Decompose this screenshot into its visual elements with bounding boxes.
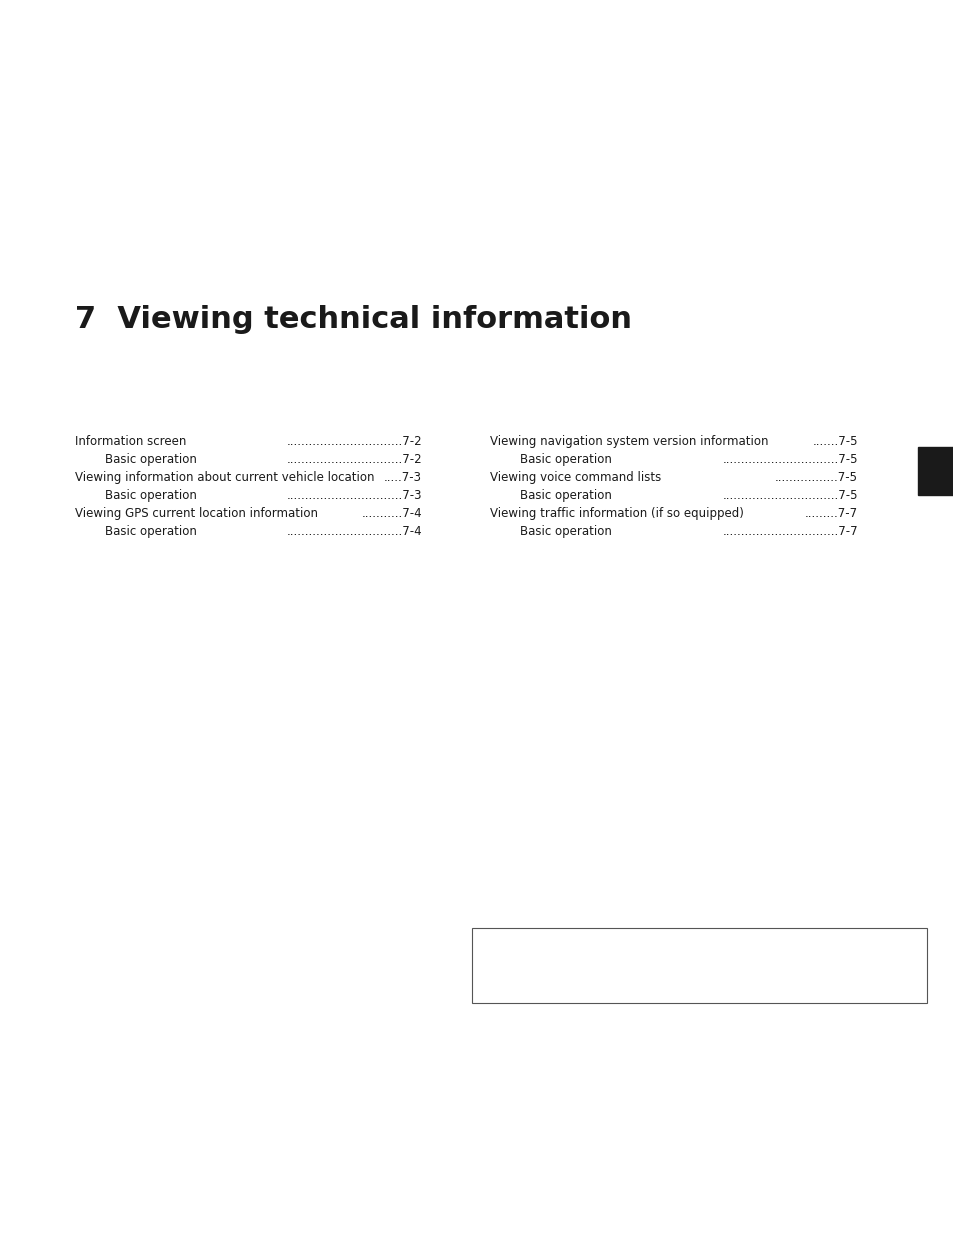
Text: Viewing navigation system version information: Viewing navigation system version inform…: [490, 435, 768, 448]
Text: Viewing information about current vehicle location: Viewing information about current vehicl…: [75, 471, 375, 484]
Text: Basic operation: Basic operation: [519, 453, 611, 466]
Text: REVIEW COPY—2009 Altima: REVIEW COPY—2009 Altima: [492, 936, 663, 946]
Text: ...............................7-4: ...............................7-4: [286, 525, 421, 538]
Text: 05/22/08—debbie ☞: 05/22/08—debbie ☞: [479, 976, 592, 986]
Text: Viewing GPS current location information: Viewing GPS current location information: [75, 508, 317, 520]
Text: Viewing voice command lists: Viewing voice command lists: [490, 471, 660, 484]
Text: ...............................7-5: ...............................7-5: [721, 453, 857, 466]
Bar: [472, 927, 926, 1003]
Text: .................7-5: .................7-5: [774, 471, 857, 484]
Text: Basic operation: Basic operation: [105, 453, 200, 466]
Text: ☞: ☞: [479, 936, 493, 946]
Bar: [917, 447, 953, 495]
Text: (nna): (nna): [672, 956, 705, 966]
Text: ...............................7-3: ...............................7-3: [286, 489, 421, 501]
Text: Basic operation: Basic operation: [519, 489, 611, 501]
Text: .........7-7: .........7-7: [804, 508, 857, 520]
Text: .....7-3: .....7-3: [384, 471, 421, 484]
Text: Navigation System OM—USA_English: Navigation System OM—USA_English: [479, 956, 710, 966]
Text: ...............................7-2: ...............................7-2: [286, 435, 421, 448]
Text: (alt): (alt): [639, 936, 666, 946]
Text: 7  Viewing technical information: 7 Viewing technical information: [75, 305, 631, 333]
Text: Basic operation: Basic operation: [105, 489, 196, 501]
Text: Information screen: Information screen: [75, 435, 186, 448]
Text: ...............................7-2: ...............................7-2: [286, 453, 421, 466]
Text: ...........7-4: ...........7-4: [361, 508, 421, 520]
Text: ...............................7-5: ...............................7-5: [721, 489, 857, 501]
Text: .......7-5: .......7-5: [812, 435, 857, 448]
Text: Basic operation: Basic operation: [105, 525, 196, 538]
Text: Viewing traffic information (if so equipped): Viewing traffic information (if so equip…: [490, 508, 743, 520]
Text: Basic operation: Basic operation: [519, 525, 611, 538]
Text: ...............................7-7: ...............................7-7: [721, 525, 857, 538]
